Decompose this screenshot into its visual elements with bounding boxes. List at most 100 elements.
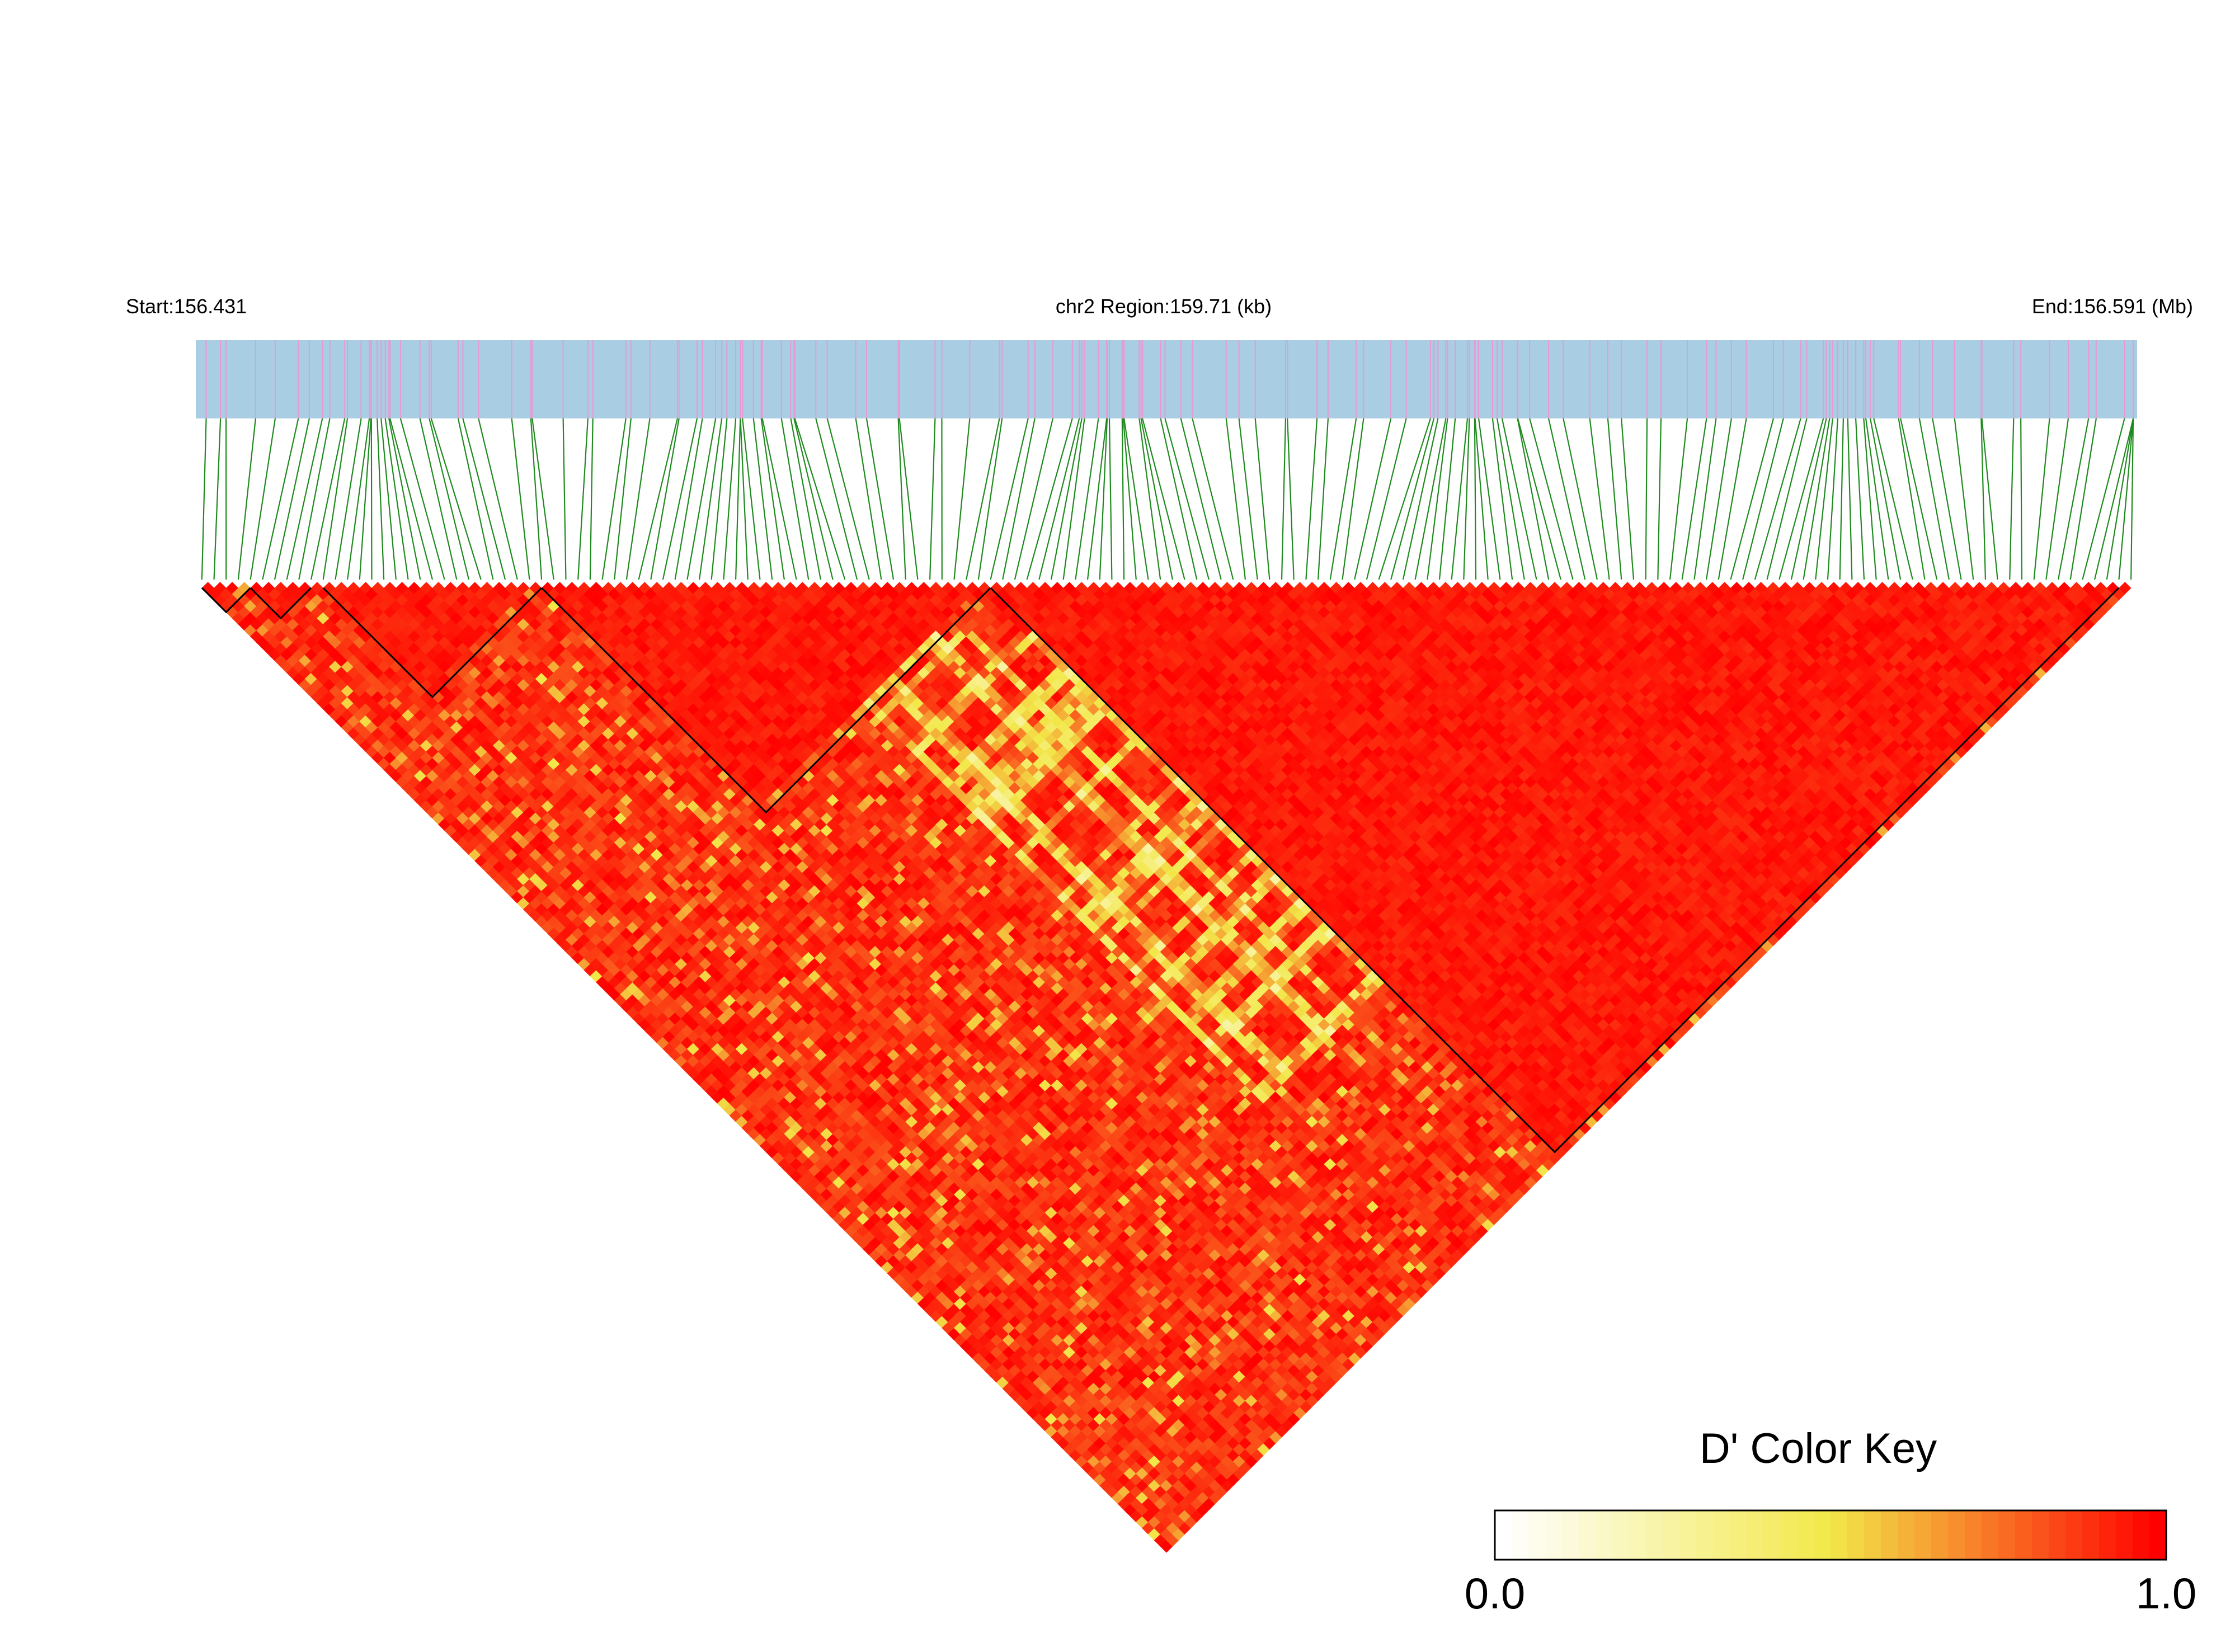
snp-connector (1517, 418, 1550, 580)
snp-connector (953, 418, 971, 580)
snp-connector (1855, 418, 1865, 580)
snp-connector (1847, 418, 1853, 580)
snp-connector (614, 418, 632, 580)
snp-connector (250, 418, 276, 580)
snp-connector (1501, 418, 1537, 580)
snp-connector (1123, 418, 1149, 580)
snp-connector (761, 418, 797, 580)
snp-connector (1657, 418, 1662, 580)
snp-connector (740, 418, 749, 580)
snp-connector (1050, 418, 1083, 580)
snp-connector (780, 418, 810, 580)
snp-connector (1122, 418, 1137, 580)
snp-connector (625, 418, 651, 580)
snp-connector (1002, 418, 1036, 580)
snp-connector (1790, 418, 1827, 580)
snp-connector (1669, 418, 1688, 580)
snp-connector (865, 418, 895, 580)
snp-connector (815, 418, 858, 580)
snp-connector (1402, 418, 1439, 580)
snp-connector (638, 418, 678, 580)
snp-connector (562, 418, 567, 580)
snp-connector (399, 418, 445, 580)
snp-connector (1140, 418, 1173, 580)
snp-connector (1254, 418, 1271, 580)
snp-connector (898, 418, 919, 580)
snp-connector (384, 418, 409, 580)
snp-connector (1287, 418, 1295, 580)
snp-connector (370, 418, 373, 580)
snp-connector (1589, 418, 1610, 580)
snp-connector (1607, 418, 1622, 580)
snp-connector (1142, 418, 1185, 580)
snp-connector (1980, 418, 1987, 580)
snp-connector (2069, 418, 2097, 580)
snp-connector (1180, 418, 1222, 580)
snp-connector (1730, 418, 1775, 580)
snp-connector (2045, 418, 2069, 580)
snp-connector (1438, 418, 1456, 580)
snp-connector (1547, 418, 1586, 580)
snp-connector (1451, 418, 1469, 580)
snp-connector (1742, 418, 1784, 580)
snp-connector (1121, 418, 1125, 580)
snp-connector (359, 418, 372, 580)
snp-connector (1038, 418, 1080, 580)
snp-connector (1281, 418, 1287, 580)
snp-connector (2118, 418, 2134, 580)
snp-connector (1317, 418, 1329, 580)
snp-connector (1918, 418, 1950, 580)
snp-connector (335, 418, 362, 580)
snp-connector (1863, 418, 1877, 580)
snp-connector (274, 418, 310, 580)
snp-connector (429, 418, 470, 580)
snp-connector (2033, 418, 2050, 580)
snp-connector (760, 418, 785, 580)
snp-connector (742, 418, 761, 580)
snp-connector (1754, 418, 1801, 580)
snp-connector (2057, 418, 2090, 580)
track-background (196, 340, 2137, 418)
snp-connector (1099, 418, 1108, 580)
start-label: Start:156.431 (126, 295, 247, 318)
snp-connector (1681, 418, 1707, 580)
snp-connector (897, 418, 906, 580)
snp-connector (723, 418, 737, 580)
snp-connector (793, 418, 834, 580)
snp-connector (1865, 418, 1889, 580)
snp-connector (531, 418, 554, 580)
snp-connector (2106, 418, 2134, 580)
snp-connector (322, 418, 349, 580)
snp-connector (1414, 418, 1447, 580)
snp-connector (601, 418, 627, 580)
snp-connector (2082, 418, 2125, 580)
snp-connector (2020, 418, 2023, 580)
snp-connector (1138, 418, 1161, 580)
snp-connector (1478, 418, 1501, 580)
snp-connector (752, 418, 773, 580)
snp-connector (977, 418, 1003, 580)
snp-connector (855, 418, 882, 580)
snp-connector (262, 418, 299, 580)
snp-connector (1778, 418, 1824, 580)
ld-triangle (196, 582, 2137, 1553)
snp-connector (380, 418, 397, 580)
snp-connector (1954, 418, 1974, 580)
snp-connector (478, 418, 518, 580)
snp-connector (2094, 418, 2134, 580)
snp-connector (1803, 418, 1831, 580)
snp-connector (735, 418, 741, 580)
snp-connector (577, 418, 589, 580)
snp-connector (1427, 418, 1448, 580)
snp-connector (1718, 418, 1747, 580)
snp-connector (1164, 418, 1210, 580)
snp-connector (1342, 418, 1364, 580)
snp-connector (1062, 418, 1085, 580)
snp-connector (662, 418, 698, 580)
snp-position-track (196, 340, 2137, 418)
snp-connector (1529, 418, 1574, 580)
snp-connector (1366, 418, 1407, 580)
region-label: chr2 Region:159.71 (kb) (1056, 295, 1272, 318)
snp-connector (698, 418, 723, 580)
